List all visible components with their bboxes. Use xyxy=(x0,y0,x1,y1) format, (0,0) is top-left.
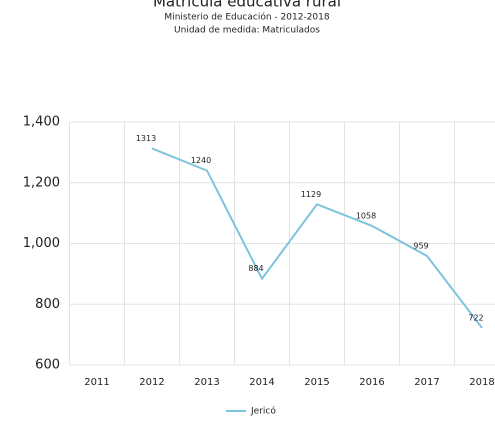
data-label: 884 xyxy=(248,264,263,273)
y-tick-label: 1,200 xyxy=(23,175,60,190)
chart-subtitle: Unidad de medida: Matriculados xyxy=(174,26,320,36)
y-tick-label: 1,000 xyxy=(23,236,60,251)
x-tick-label: 2017 xyxy=(414,377,439,388)
x-tick-label: 2012 xyxy=(139,377,164,388)
chart-subtitle: Ministerio de Educación - 2012-2018 xyxy=(164,12,329,23)
x-tick-label: 2018 xyxy=(469,377,494,388)
x-tick-label: 2016 xyxy=(359,377,384,388)
data-label: 722 xyxy=(468,313,483,322)
data-label: 1313 xyxy=(136,134,156,143)
line-series xyxy=(151,147,483,329)
y-tick-label: 600 xyxy=(35,358,60,373)
data-label: 959 xyxy=(413,241,428,250)
y-tick-label: 800 xyxy=(35,297,60,312)
x-tick-label: 2014 xyxy=(249,377,274,388)
x-tick-label: 2013 xyxy=(194,377,219,388)
legend-label: Jericó xyxy=(250,406,276,417)
x-tick-label: 2015 xyxy=(304,377,329,388)
y-tick-label: 1,400 xyxy=(23,115,60,130)
data-label: 1129 xyxy=(301,190,321,199)
x-tick-label: 2011 xyxy=(84,377,109,388)
chart-title: Matrícula educativa rural xyxy=(153,0,341,11)
data-label: 1058 xyxy=(356,211,376,220)
data-label: 1240 xyxy=(191,156,211,165)
